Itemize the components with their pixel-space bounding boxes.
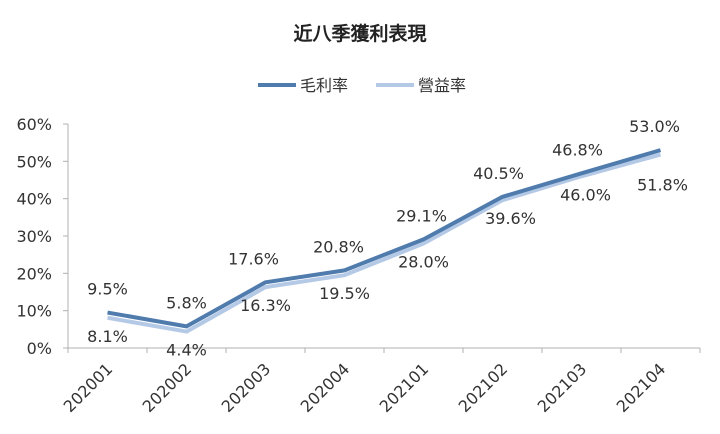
data-label-gross-margin: 29.1% <box>396 206 447 225</box>
data-label-gross-margin: 46.8% <box>552 140 603 159</box>
x-tick-label: 202001 <box>60 359 117 416</box>
data-label-operating-margin: 4.4% <box>166 341 207 360</box>
y-tick-label: 0% <box>27 339 52 358</box>
data-label-gross-margin: 9.5% <box>87 280 128 299</box>
data-label-gross-margin: 17.6% <box>228 249 279 268</box>
x-tick-label: 202103 <box>534 359 591 416</box>
x-tick-label: 202102 <box>455 359 512 416</box>
legend-label-gross-margin: 毛利率 <box>300 76 348 95</box>
y-tick-label: 60% <box>16 115 52 134</box>
y-tick-label: 30% <box>16 227 52 246</box>
data-label-operating-margin: 46.0% <box>560 185 611 204</box>
legend-label-operating-margin: 營益率 <box>418 76 466 95</box>
series-lines <box>107 148 662 334</box>
data-label-operating-margin: 19.5% <box>319 284 370 303</box>
data-label-operating-margin: 51.8% <box>637 176 688 195</box>
data-label-operating-margin: 28.0% <box>398 252 449 271</box>
series-line-gross-margin <box>107 148 662 329</box>
x-axis-ticks: 202001 202002 202003 202004 202101 202102 2021… <box>60 348 701 416</box>
x-tick-label: 202003 <box>218 359 275 416</box>
x-tick-label: 202004 <box>297 359 354 416</box>
legend: 毛利率 營益率 <box>258 76 466 95</box>
data-label-gross-margin: 40.5% <box>473 164 524 183</box>
x-tick-label: 202101 <box>376 359 433 416</box>
data-label-gross-margin: 53.0% <box>629 117 680 136</box>
data-labels: 9.5% 5.8% 17.6% 20.8% 29.1% 40.5% 46.8% 53.0% 8.… <box>87 117 688 359</box>
chart-title: 近八季獲利表現 <box>293 22 426 45</box>
data-label-gross-margin: 5.8% <box>166 293 207 312</box>
x-tick-label: 202104 <box>613 359 670 416</box>
y-axis-ticks: 0% 10% 20% 30% 40% 50% 60% <box>16 115 68 358</box>
y-tick-label: 50% <box>16 152 52 171</box>
series-line-operating-margin <box>107 152 662 334</box>
y-tick-label: 20% <box>16 264 52 283</box>
data-label-gross-margin: 20.8% <box>313 237 364 256</box>
data-label-operating-margin: 16.3% <box>240 296 291 315</box>
y-tick-label: 10% <box>16 302 52 321</box>
x-tick-label: 202002 <box>139 359 196 416</box>
data-label-operating-margin: 8.1% <box>87 327 128 346</box>
axes <box>67 124 700 349</box>
y-tick-label: 40% <box>16 190 52 209</box>
data-label-operating-margin: 39.6% <box>485 209 536 228</box>
